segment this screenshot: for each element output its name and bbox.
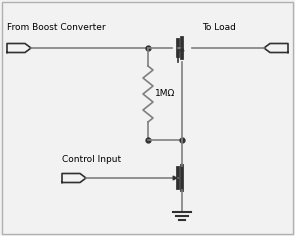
Text: From Boost Converter: From Boost Converter bbox=[7, 22, 106, 31]
Text: 1MΩ: 1MΩ bbox=[155, 89, 175, 98]
Text: To Load: To Load bbox=[202, 22, 236, 31]
Text: Control Input: Control Input bbox=[62, 156, 121, 164]
